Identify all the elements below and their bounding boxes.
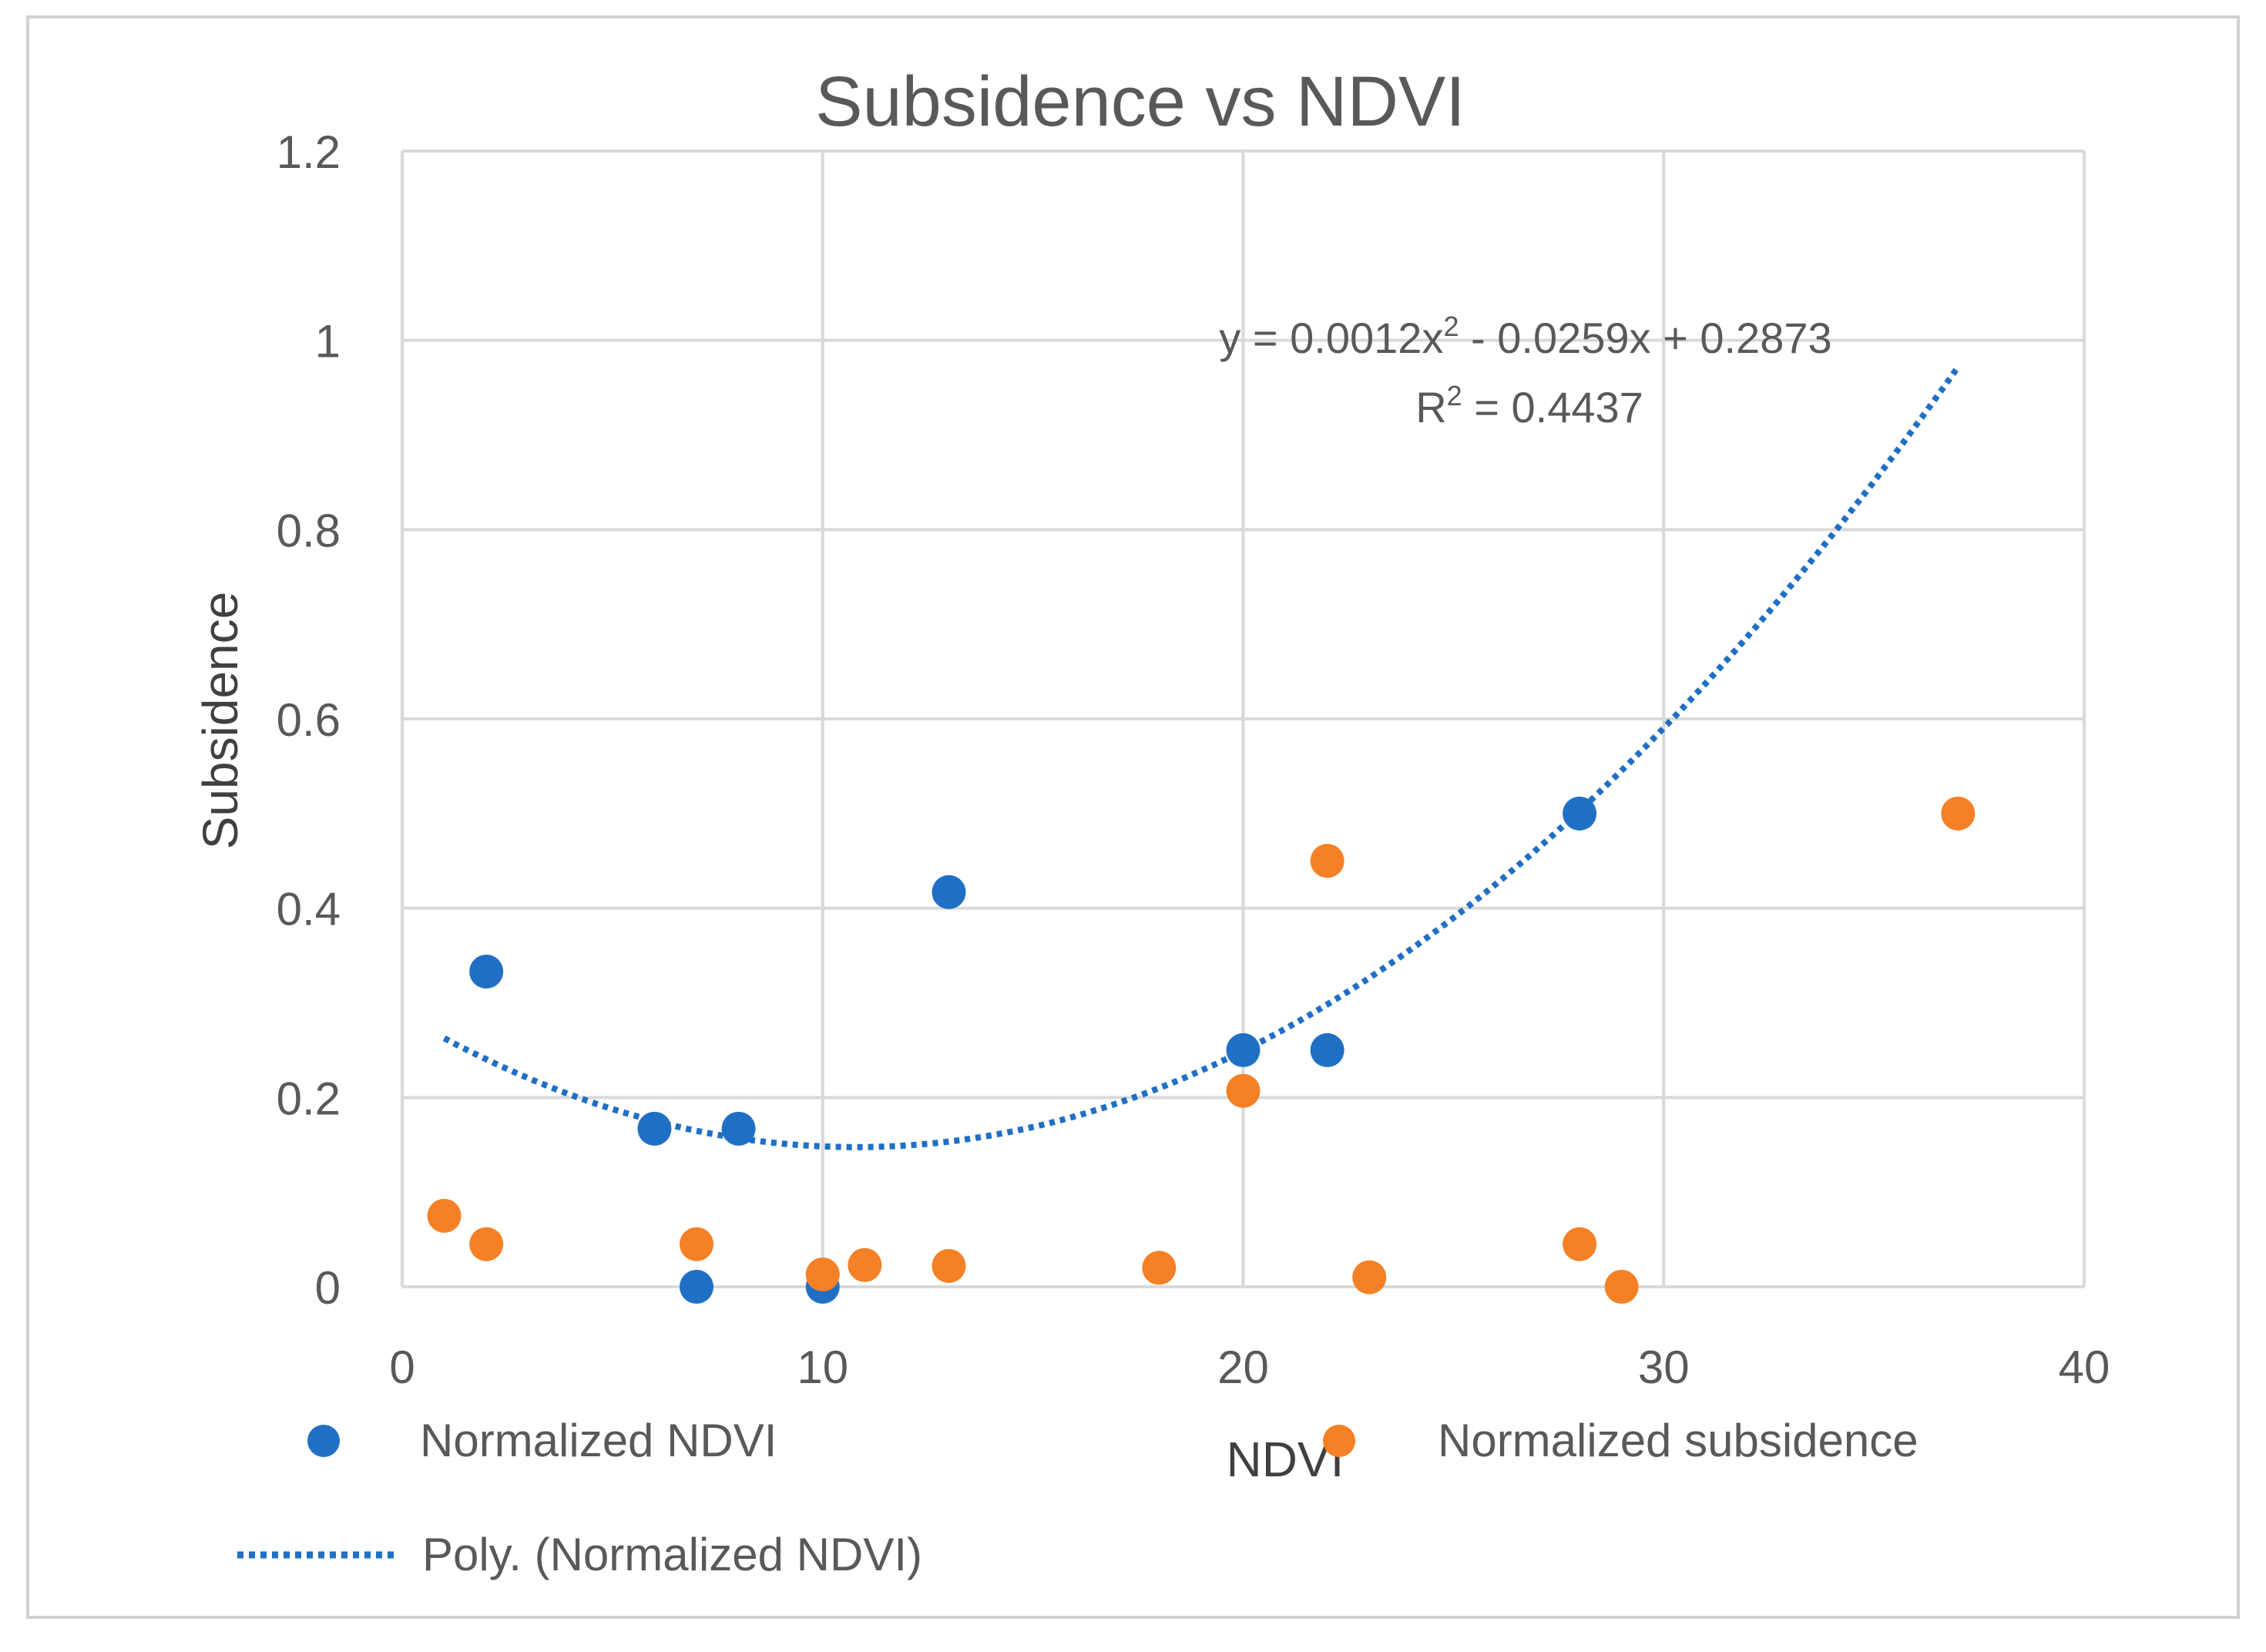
- y-tick-label: 0.6: [277, 694, 341, 746]
- trendline-group: [442, 364, 1961, 1150]
- trendline-r-squared: R2 = 0.4437: [1415, 380, 1643, 431]
- point-normalized-subsidence: [1226, 1073, 1261, 1108]
- equation-superscript: 2: [1443, 311, 1459, 342]
- point-normalized-subsidence: [427, 1198, 462, 1233]
- y-tick-label: 1.2: [277, 126, 341, 178]
- trendline-equation: y = 0.0012x2 - 0.0259x + 0.2873: [1219, 311, 1831, 362]
- x-tick-label: 30: [1638, 1341, 1690, 1393]
- legend-label-poly-trendline: Poly. (Normalized NDVI): [422, 1529, 922, 1580]
- y-tick-label: 0.8: [277, 505, 341, 556]
- point-normalized-ndvi: [680, 1270, 714, 1304]
- r2-superscript: 2: [1447, 380, 1462, 411]
- point-normalized-subsidence: [469, 1227, 504, 1261]
- chart-frame: [26, 15, 2240, 1619]
- poly-trendline: [442, 364, 1961, 1150]
- y-tick-label: 0.4: [277, 884, 341, 935]
- point-normalized-subsidence: [1352, 1260, 1387, 1294]
- x-tick-label: 10: [797, 1341, 848, 1393]
- point-normalized-ndvi: [1563, 796, 1597, 831]
- point-normalized-subsidence: [1142, 1251, 1177, 1285]
- point-normalized-subsidence: [805, 1257, 840, 1292]
- x-tick-label: 20: [1217, 1341, 1269, 1393]
- point-normalized-subsidence: [1563, 1227, 1597, 1261]
- y-axis-label: Subsidence: [193, 592, 248, 849]
- point-normalized-ndvi: [721, 1111, 756, 1146]
- point-normalized-subsidence: [1604, 1270, 1639, 1304]
- point-normalized-subsidence: [680, 1227, 714, 1261]
- r2-prefix: R: [1415, 383, 1446, 431]
- y-tick-label: 0.2: [277, 1073, 341, 1124]
- data-points: [427, 796, 1976, 1304]
- legend-marker-normalized-subsidence: [1323, 1425, 1355, 1457]
- legend-marker-normalized-ndvi: [307, 1425, 340, 1457]
- point-normalized-ndvi: [637, 1111, 672, 1146]
- point-normalized-subsidence: [1310, 844, 1344, 878]
- legend-label-normalized-ndvi: Normalized NDVI: [420, 1415, 777, 1466]
- point-normalized-subsidence: [932, 1248, 966, 1283]
- point-normalized-ndvi: [1310, 1032, 1344, 1067]
- legend-label-normalized-subsidence: Normalized subsidence: [1438, 1415, 1919, 1466]
- equation-suffix: - 0.0259x + 0.2873: [1459, 314, 1831, 362]
- point-normalized-ndvi: [469, 954, 504, 989]
- point-normalized-subsidence: [1941, 796, 1976, 831]
- y-tick-label: 0: [315, 1262, 341, 1314]
- tick-labels: 0 0.2 0.4 0.6 0.8 1 1.2 0 10 20 30 40: [277, 126, 2110, 1393]
- x-tick-label: 0: [389, 1341, 415, 1393]
- point-normalized-subsidence: [848, 1247, 882, 1282]
- x-tick-label: 40: [2059, 1341, 2110, 1393]
- point-normalized-ndvi: [1226, 1032, 1261, 1067]
- legend: Normalized NDVI Normalized subsidence Po…: [237, 1415, 1919, 1580]
- y-tick-label: 1: [315, 316, 341, 368]
- point-normalized-ndvi: [932, 875, 966, 909]
- chart-title: Subsidence vs NDVI: [815, 62, 1465, 141]
- equation-prefix: y = 0.0012x: [1219, 314, 1443, 362]
- r2-suffix: = 0.4437: [1462, 383, 1643, 431]
